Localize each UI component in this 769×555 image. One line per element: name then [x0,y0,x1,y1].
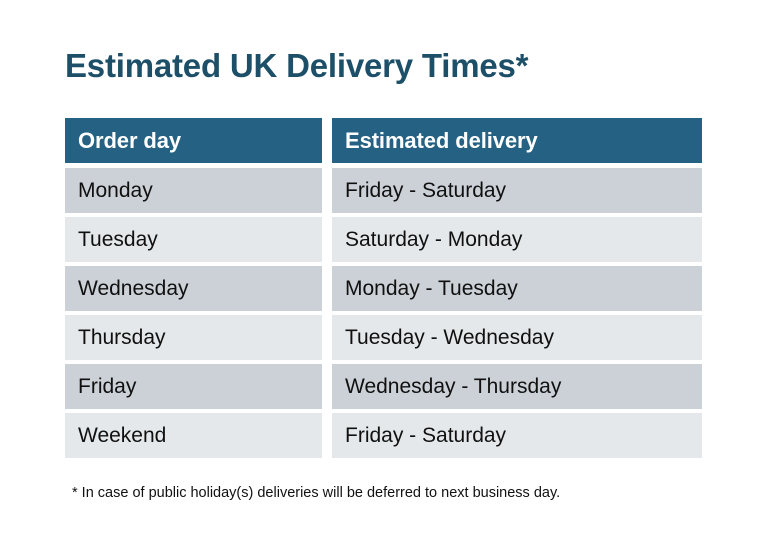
spacer-cell [332,360,702,364]
row-spacer [65,311,702,315]
column-header-order-day: Order day [65,118,322,163]
header-row-spacer [65,163,702,168]
spacer-cell [332,311,702,315]
cell-divider [322,217,332,262]
spacer-cell [332,262,702,266]
header-row: Order day Estimated delivery [65,118,702,163]
cell-divider [322,315,332,360]
cell-order-day: Wednesday [65,266,322,311]
spacer-cell [322,311,332,315]
spacer-cell [65,360,322,364]
cell-divider [322,266,332,311]
cell-order-day: Weekend [65,413,322,458]
table-body: Monday Friday - Saturday Tuesday Saturday -… [65,168,702,458]
cell-estimated-delivery: Tuesday - Wednesday [332,315,702,360]
spacer-cell [332,163,702,168]
cell-estimated-delivery: Wednesday - Thursday [332,364,702,409]
spacer-cell [65,262,322,266]
row-spacer [65,262,702,266]
table-header: Order day Estimated delivery [65,118,702,168]
cell-divider [322,364,332,409]
cell-estimated-delivery: Friday - Saturday [332,413,702,458]
column-divider [322,118,332,163]
row-spacer [65,213,702,217]
table-row: Weekend Friday - Saturday [65,413,702,458]
page-title: Estimated UK Delivery Times* [65,47,529,84]
footnote-text: * In case of public holiday(s) deliverie… [72,485,561,501]
cell-divider [322,168,332,213]
table-row: Tuesday Saturday - Monday [65,217,702,262]
row-spacer [65,409,702,413]
table-row: Wednesday Monday - Tuesday [65,266,702,311]
cell-order-day: Friday [65,364,322,409]
spacer-cell [322,409,332,413]
table-row: Thursday Tuesday - Wednesday [65,315,702,360]
cell-estimated-delivery: Friday - Saturday [332,168,702,213]
spacer-cell [332,409,702,413]
spacer-cell [322,163,332,168]
cell-order-day: Monday [65,168,322,213]
cell-divider [322,413,332,458]
cell-estimated-delivery: Monday - Tuesday [332,266,702,311]
table-row: Monday Friday - Saturday [65,168,702,213]
spacer-cell [322,360,332,364]
spacer-cell [332,213,702,217]
table-row: Friday Wednesday - Thursday [65,364,702,409]
spacer-cell [322,213,332,217]
spacer-cell [322,262,332,266]
cell-estimated-delivery: Saturday - Monday [332,217,702,262]
delivery-times-table: Order day Estimated delivery Monday Frida… [65,118,702,458]
row-spacer [65,360,702,364]
cell-order-day: Tuesday [65,217,322,262]
cell-order-day: Thursday [65,315,322,360]
spacer-cell [65,311,322,315]
column-header-estimated-delivery: Estimated delivery [332,118,702,163]
spacer-cell [65,213,322,217]
spacer-cell [65,163,322,168]
spacer-cell [65,409,322,413]
